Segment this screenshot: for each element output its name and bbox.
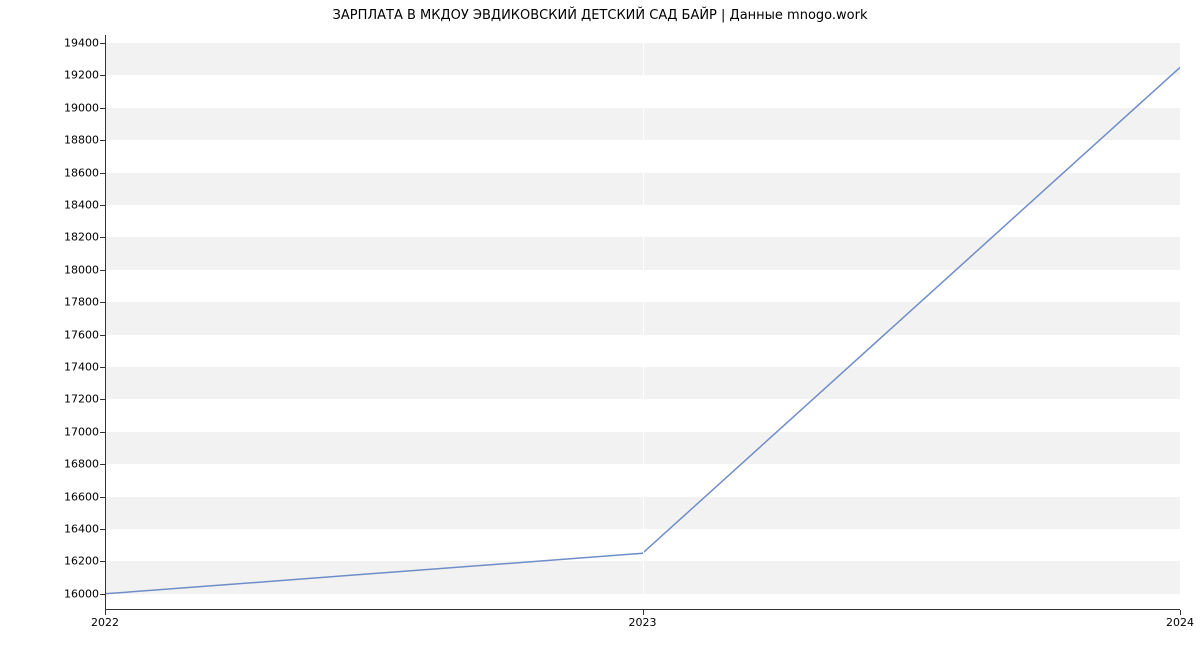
y-tick-label: 16400 (64, 523, 99, 536)
y-tick-label: 16000 (64, 587, 99, 600)
y-tick-label: 19000 (64, 101, 99, 114)
x-tick-label: 2023 (629, 616, 657, 629)
x-gridline (1180, 35, 1181, 610)
y-tick-label: 18400 (64, 199, 99, 212)
y-tick-label: 18600 (64, 166, 99, 179)
y-tick-label: 16800 (64, 458, 99, 471)
y-tick-label: 17600 (64, 328, 99, 341)
x-gridline (643, 35, 644, 610)
x-axis-line (105, 609, 1180, 610)
y-tick-label: 17800 (64, 296, 99, 309)
y-tick-label: 19200 (64, 69, 99, 82)
x-tick-label: 2024 (1166, 616, 1194, 629)
x-tick-label: 2022 (91, 616, 119, 629)
salary-line-chart: ЗАРПЛАТА В МКДОУ ЭВДИКОВСКИЙ ДЕТСКИЙ САД… (0, 0, 1200, 650)
y-tick-label: 18200 (64, 231, 99, 244)
y-tick-label: 16200 (64, 555, 99, 568)
chart-title: ЗАРПЛАТА В МКДОУ ЭВДИКОВСКИЙ ДЕТСКИЙ САД… (0, 8, 1200, 23)
plot-area: 1600016200164001660016800170001720017400… (105, 35, 1180, 610)
y-tick-label: 17200 (64, 393, 99, 406)
y-tick-label: 16600 (64, 490, 99, 503)
x-tick-mark (1180, 610, 1181, 615)
y-axis-line (105, 35, 106, 610)
y-tick-label: 17400 (64, 361, 99, 374)
y-tick-label: 18000 (64, 263, 99, 276)
y-tick-label: 18800 (64, 134, 99, 147)
y-tick-label: 17000 (64, 425, 99, 438)
x-tick-mark (105, 610, 106, 615)
y-tick-label: 19400 (64, 37, 99, 50)
x-tick-mark (643, 610, 644, 615)
